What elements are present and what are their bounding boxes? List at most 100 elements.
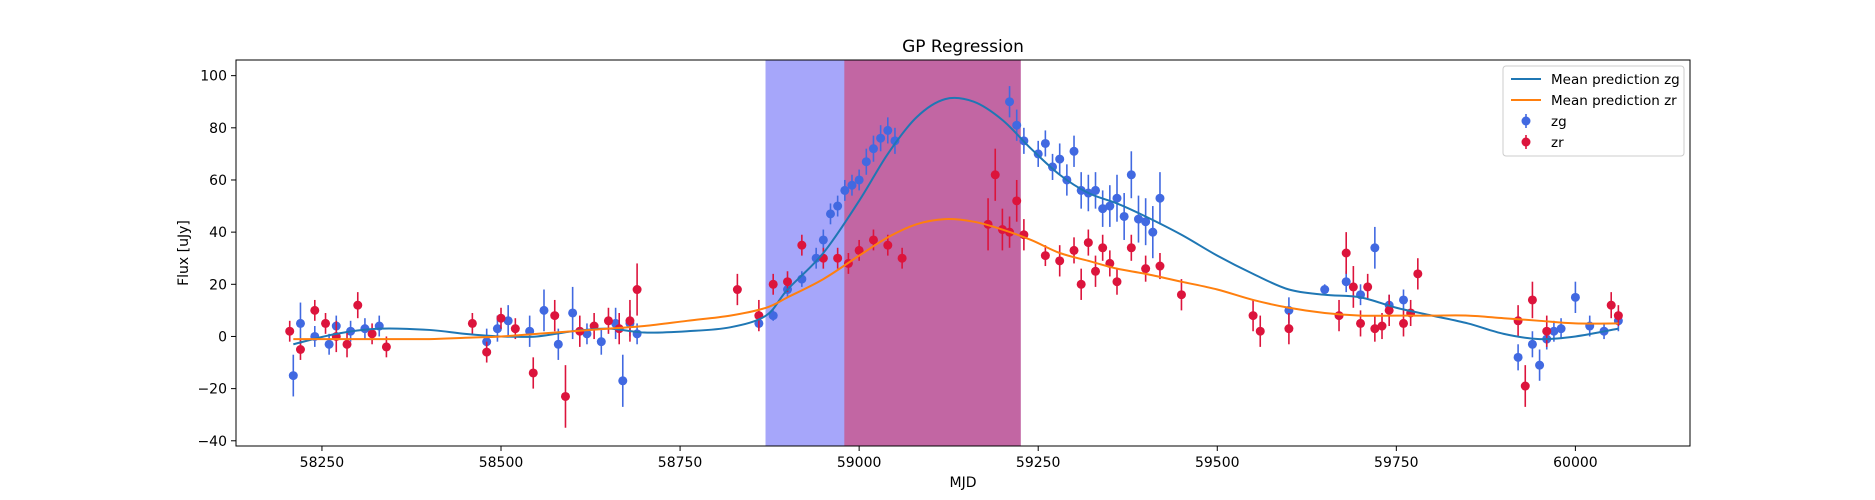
zr-point <box>1399 319 1408 328</box>
x-axis-label: MJD <box>950 475 977 491</box>
y-tick-label: −20 <box>197 382 227 398</box>
y-tick-label: 60 <box>209 173 227 189</box>
zg-point <box>1055 155 1064 164</box>
zr-point <box>1249 311 1258 320</box>
zg-point <box>1557 324 1566 333</box>
zg-point <box>1571 293 1580 302</box>
zr-point <box>604 316 613 325</box>
zg-point <box>1514 353 1523 362</box>
zr-point <box>1055 256 1064 265</box>
legend-entry-label: zg <box>1551 114 1567 130</box>
zr-point <box>797 241 806 250</box>
zg-point <box>1399 295 1408 304</box>
x-tick-label: 59500 <box>1195 455 1240 471</box>
zr-point <box>1070 246 1079 255</box>
zr-point <box>1528 295 1537 304</box>
zg-point <box>862 157 871 166</box>
zg-point <box>869 144 878 153</box>
x-tick-label: 59000 <box>837 455 882 471</box>
legend: Mean prediction zg Mean prediction zr zg zr <box>1503 66 1684 156</box>
zr-point <box>343 340 352 349</box>
y-axis-label: Flux [uJy] <box>176 220 192 286</box>
zr-point <box>625 316 634 325</box>
zg-point <box>1012 121 1021 130</box>
zg-point <box>1155 194 1164 203</box>
zr-point <box>833 254 842 263</box>
zr-point <box>1363 282 1372 291</box>
x-tick-label: 59250 <box>1016 455 1061 471</box>
shaded-regions <box>766 60 1020 446</box>
zr-point <box>1077 280 1086 289</box>
zr-point <box>285 327 294 336</box>
x-tick-label: 60000 <box>1553 455 1598 471</box>
zr-point <box>898 254 907 263</box>
y-tick-label: 80 <box>209 121 227 137</box>
zr-point <box>1112 277 1121 286</box>
zg-point <box>1535 361 1544 370</box>
zr-point <box>769 280 778 289</box>
x-tick-label: 58500 <box>479 455 524 471</box>
zg-point <box>883 126 892 135</box>
zg-point <box>1070 147 1079 156</box>
zr-point <box>1012 196 1021 205</box>
zg-point <box>325 340 334 349</box>
zr-point <box>296 345 305 354</box>
zr-point <box>733 285 742 294</box>
legend-entry-label: Mean prediction zg <box>1551 72 1680 88</box>
zr-point <box>310 306 319 315</box>
zr-point <box>1141 264 1150 273</box>
zg-point <box>289 371 298 380</box>
zg-point <box>833 202 842 211</box>
chart-title: GP Regression <box>902 37 1024 57</box>
zg-point <box>876 134 885 143</box>
zr-point <box>1256 327 1265 336</box>
y-tick-label: 0 <box>218 329 227 345</box>
zg-point <box>296 319 305 328</box>
zg-point <box>1127 170 1136 179</box>
zr-point <box>1542 327 1551 336</box>
zr-point <box>529 368 538 377</box>
zg-point <box>1091 186 1100 195</box>
zr-point <box>368 329 377 338</box>
x-tick-label: 58750 <box>658 455 703 471</box>
zg-point <box>568 308 577 317</box>
zr-point <box>1127 243 1136 252</box>
zg-point <box>840 186 849 195</box>
zg-point <box>1528 340 1537 349</box>
zr-point <box>1342 249 1351 258</box>
zr-point <box>1514 316 1523 325</box>
zr-point <box>1521 382 1530 391</box>
zg-point <box>554 340 563 349</box>
shaded-region-1 <box>766 60 845 446</box>
zr-point <box>1378 322 1387 331</box>
x-tick-label: 58250 <box>300 455 345 471</box>
zr-point <box>1607 301 1616 310</box>
zr-point <box>1284 324 1293 333</box>
y-tick-label: 20 <box>209 277 227 293</box>
zg-point <box>1370 243 1379 252</box>
y-tick-label: 40 <box>209 225 227 241</box>
zr-point <box>497 314 506 323</box>
zg-point <box>539 306 548 315</box>
zr-point <box>1356 319 1365 328</box>
zg-point <box>1005 97 1014 106</box>
zg-point <box>1041 139 1050 148</box>
zr-point <box>550 311 559 320</box>
zr-point <box>1335 311 1344 320</box>
zr-point <box>1614 311 1623 320</box>
legend-entry-label: Mean prediction zr <box>1551 93 1677 109</box>
zr-point <box>1098 243 1107 252</box>
zr-point <box>353 301 362 310</box>
shaded-region-2 <box>845 60 1020 446</box>
zr-point <box>633 285 642 294</box>
zr-point <box>511 324 520 333</box>
zg-point <box>855 175 864 184</box>
x-tick-label: 59750 <box>1374 455 1419 471</box>
zr-point <box>1413 269 1422 278</box>
zg-point <box>819 235 828 244</box>
zr-point <box>1091 267 1100 276</box>
zg-point <box>597 337 606 346</box>
zr-point <box>321 319 330 328</box>
y-tick-label: 100 <box>200 69 227 85</box>
